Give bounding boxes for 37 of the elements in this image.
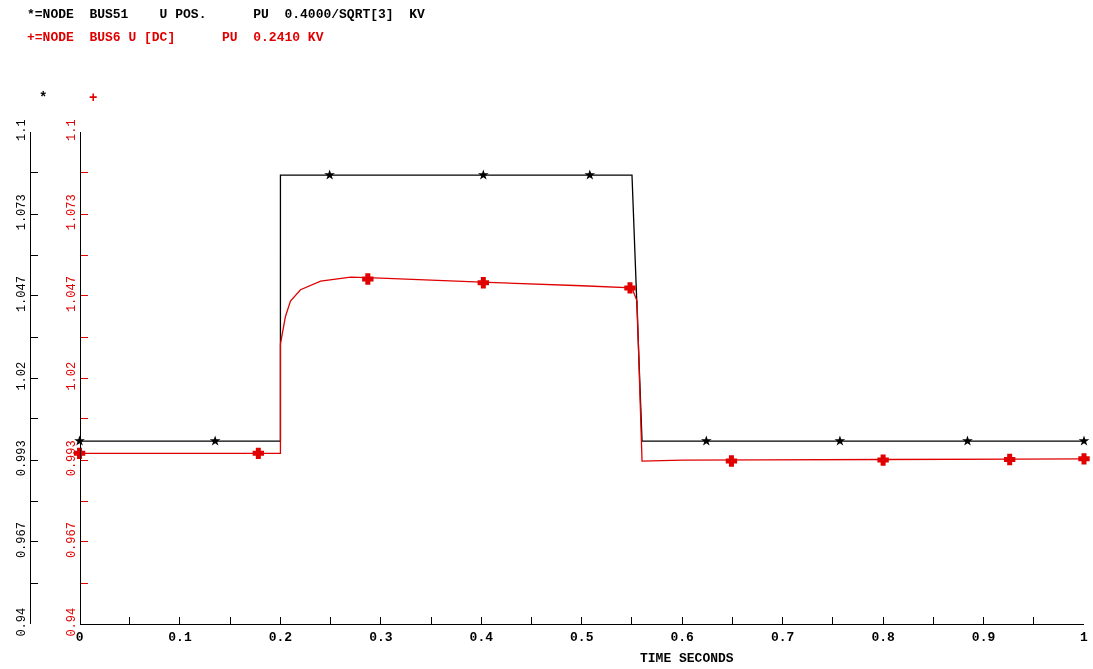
y-tick-label: 0.993: [64, 440, 79, 477]
point: [624, 282, 636, 294]
text: *=NODE BUS51 U POS. PU 0.4000/SQRT[3] KV: [27, 7, 426, 22]
x-tick-label: 1: [1080, 629, 1089, 645]
text: +=NODE BUS6 U [DC] PU 0.2410 KV: [27, 30, 324, 45]
y2-tick-label: 1.1: [15, 119, 30, 141]
y2-tick-label: 1.047: [15, 276, 30, 313]
x-tick-label: 0: [75, 629, 84, 645]
y2-tick-label: 1.02: [15, 361, 30, 391]
x-axis-title: TIME SECONDS: [640, 651, 734, 666]
y-tick-label: 1.047: [64, 276, 79, 313]
x-tick-label: 0.4: [469, 629, 494, 645]
x-tick-label: 0.8: [871, 629, 896, 645]
y-tick-label: 1.02: [64, 361, 79, 391]
y2-tick-label: 0.993: [15, 440, 30, 477]
y-tick-label: 1.1: [64, 119, 79, 141]
x-tick-label: 0.6: [670, 629, 695, 645]
x-tick-label: 0.7: [770, 629, 795, 645]
y-tick-label: 1.073: [64, 194, 79, 231]
x-tick-label: 0.1: [168, 629, 192, 645]
text: +: [89, 90, 98, 106]
point: [1078, 453, 1090, 465]
point: [877, 454, 889, 466]
text: *: [39, 90, 48, 106]
x-tick-label: 0.9: [971, 629, 996, 645]
x-tick-label: 0.5: [570, 629, 594, 645]
point: [725, 455, 738, 467]
y2-tick-label: 0.94: [15, 607, 30, 637]
point: [362, 273, 374, 285]
point: [1003, 453, 1016, 466]
x-tick-label: 0.2: [268, 629, 293, 645]
x-tick-label: 0.3: [369, 629, 393, 645]
y2-tick-label: 1.073: [15, 194, 30, 231]
point: [252, 447, 265, 460]
y2-tick-label: 0.967: [15, 522, 30, 559]
y-tick-label: 0.967: [64, 522, 79, 559]
point: [477, 276, 490, 289]
